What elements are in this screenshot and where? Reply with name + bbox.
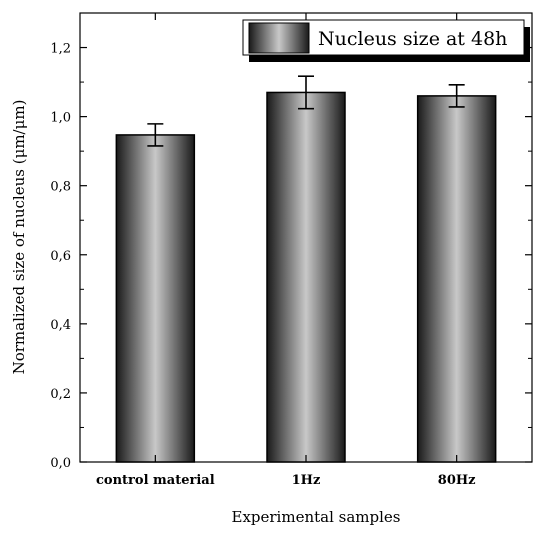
y-tick-label: 1,0 [50, 111, 71, 126]
bar [266, 91, 346, 463]
x-tick-label: control material [96, 473, 215, 488]
y-tick-label: 0,6 [50, 249, 71, 264]
x-tick-label: 1Hz [292, 473, 321, 488]
legend: Nucleus size at 48h [242, 19, 530, 62]
y-axis-title: Normalized size of nucleus (μm/μm) [10, 100, 28, 375]
legend-label: Nucleus size at 48h [318, 28, 507, 50]
x-axis: control material 1Hz 80Hz [96, 13, 476, 488]
y-tick-label: 0,4 [50, 318, 71, 333]
bar [416, 95, 497, 463]
x-axis-title: Experimental samples [232, 508, 401, 526]
bars-layer [115, 91, 497, 463]
legend-swatch [248, 22, 310, 54]
y-tick-label: 0,8 [50, 180, 71, 195]
y-tick-label: 0,2 [50, 387, 71, 402]
y-tick-label: 0,0 [50, 456, 71, 471]
error-bars-layer [147, 75, 465, 147]
x-tick-label: 80Hz [438, 473, 476, 488]
y-axis: 0,0 0,2 0,4 0,6 0,8 1,0 1,2 [50, 12, 532, 471]
y-tick-label: 1,2 [50, 42, 71, 57]
bar [115, 134, 196, 463]
